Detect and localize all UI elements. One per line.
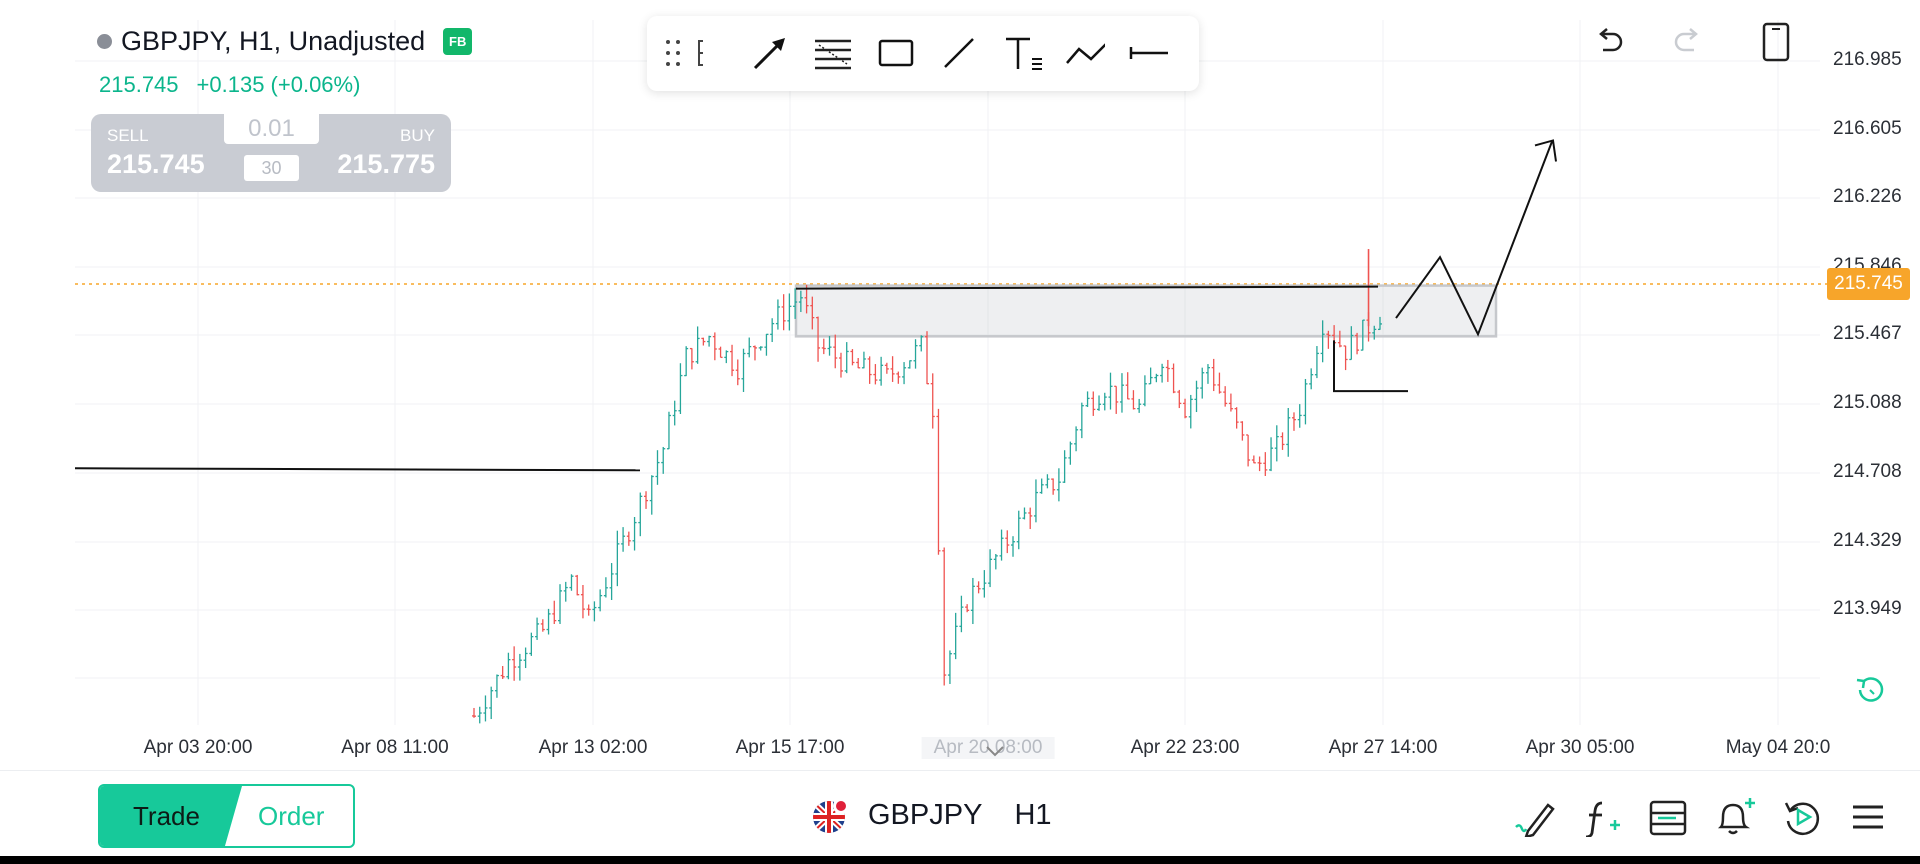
chevron-down-icon[interactable]: [985, 744, 1005, 763]
resistance-zone: [794, 284, 1498, 338]
reset-chart-icon[interactable]: [1852, 672, 1888, 713]
time-label: Apr 13 02:00: [538, 737, 648, 758]
zone-rectangle: [794, 284, 1498, 338]
sell-price-button[interactable]: 215.745: [107, 149, 205, 179]
quote-line: 215.745 +0.135 (+0.06%): [99, 72, 360, 98]
price-label: 215.467: [1833, 323, 1902, 344]
trendline-tool-icon[interactable]: [939, 33, 979, 73]
symbol-title: GBPJPY, H1, Unadjusted: [121, 26, 426, 56]
zone-top-line: [795, 285, 1379, 290]
sell-label[interactable]: SELL: [107, 126, 149, 145]
horizontal-line-tool-icon[interactable]: [1128, 33, 1168, 73]
uk-flag-icon: [812, 797, 849, 833]
last-price: 215.745: [99, 72, 179, 97]
lot-size-input[interactable]: 0.01: [224, 114, 319, 144]
price-label: 215.088: [1833, 392, 1902, 413]
drag-handle-icon[interactable]: [663, 33, 703, 73]
symbol-header[interactable]: GBPJPY, H1, Unadjusted FB: [97, 26, 473, 57]
trade-tab[interactable]: Trade: [100, 786, 242, 846]
price-label: 214.708: [1833, 461, 1902, 482]
redo-icon[interactable]: [1665, 20, 1709, 64]
menu-icon[interactable]: [1846, 795, 1890, 839]
minor-level-line: [1333, 340, 1408, 393]
current-price-tag: 215.745: [1827, 268, 1910, 300]
time-label: Apr 27 14:00: [1328, 737, 1438, 758]
time-label: Apr 03 20:00: [143, 737, 253, 758]
undo-icon[interactable]: [1588, 20, 1632, 64]
rectangle-tool-icon[interactable]: [876, 33, 916, 73]
candle-series: [472, 249, 1382, 724]
spread-badge: 30: [244, 155, 299, 181]
broker-badge: FB: [443, 28, 473, 55]
symbol-name: GBPJPY: [868, 798, 983, 831]
time-label: Apr 22 23:00: [1130, 737, 1240, 758]
price-change: +0.135 (+0.06%): [196, 72, 361, 97]
text-tool-icon[interactable]: [1002, 33, 1042, 73]
templates-icon[interactable]: [1646, 795, 1690, 839]
buy-label[interactable]: BUY: [400, 126, 435, 145]
market-status-dot: [97, 34, 112, 49]
replay-icon[interactable]: [1780, 795, 1824, 839]
time-label: Apr 30 05:00: [1525, 737, 1635, 758]
projection-arrowhead: [1534, 139, 1557, 162]
one-click-trade-panel: SELL 215.745 BUY 215.775 0.01 30: [91, 114, 451, 192]
price-label: 213.949: [1833, 598, 1902, 619]
projection-path: [1395, 141, 1553, 337]
time-label: May 04 20:0: [1725, 737, 1831, 758]
drawing-toolbar: [647, 16, 1199, 91]
order-tab[interactable]: Order: [258, 800, 325, 831]
price-label: 214.329: [1833, 530, 1902, 551]
arrow-tool-icon[interactable]: [750, 33, 790, 73]
timeframe-selector[interactable]: H1: [1014, 798, 1052, 831]
system-nav-bar: [0, 856, 1920, 864]
phone-orientation-icon[interactable]: [1754, 20, 1798, 64]
symbol-selector[interactable]: GBPJPY H1: [812, 797, 1052, 833]
price-label: 216.226: [1833, 186, 1902, 207]
time-label: Apr 15 17:00: [735, 737, 845, 758]
time-label: Apr 08 11:00: [341, 737, 449, 758]
alert-add-icon[interactable]: [1713, 795, 1757, 839]
path-tool-icon[interactable]: [1065, 33, 1105, 73]
price-label: 216.985: [1833, 49, 1902, 70]
draw-pen-icon[interactable]: [1514, 795, 1558, 839]
buy-price-button[interactable]: 215.775: [337, 149, 435, 179]
user-drawings: [74, 139, 1557, 472]
trade-order-toggle[interactable]: Trade Order: [98, 784, 355, 848]
support-line: [74, 467, 641, 472]
fib-tool-icon[interactable]: [813, 33, 853, 73]
indicators-fx-icon[interactable]: [1580, 795, 1624, 839]
price-label: 216.605: [1833, 118, 1902, 139]
